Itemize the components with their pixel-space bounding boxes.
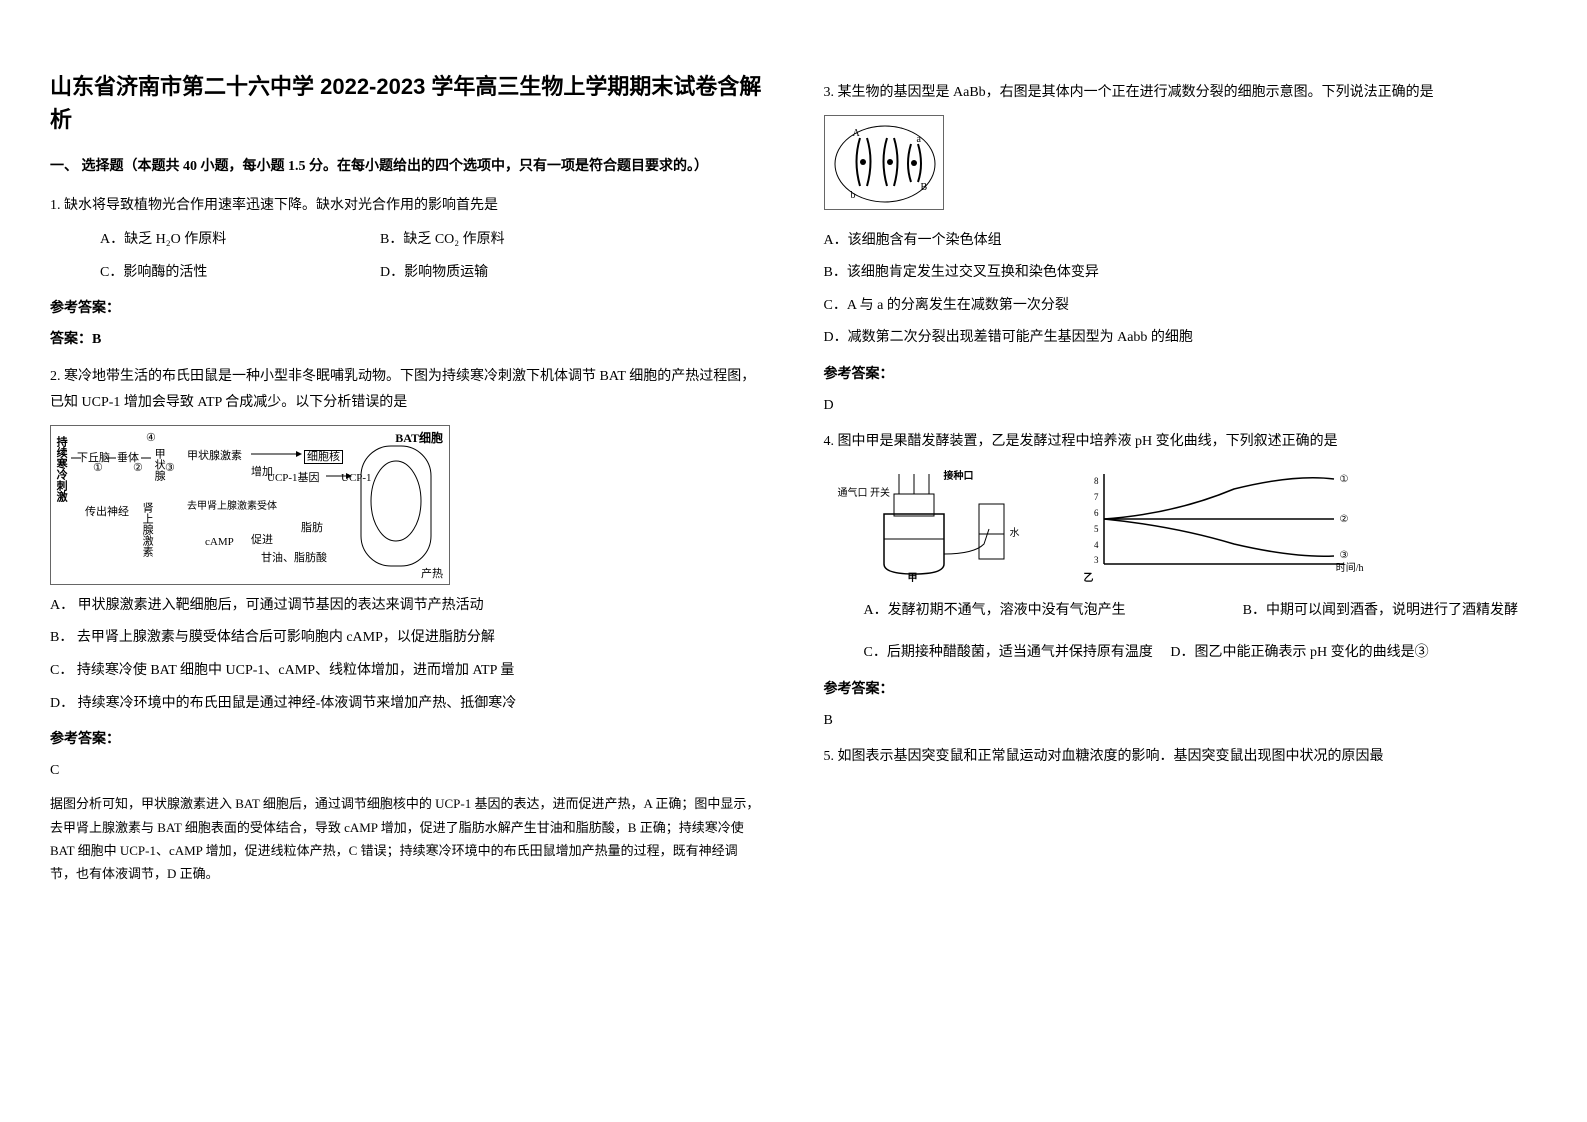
q1-options-row1: A．缺乏 H₂O 作原料 B．缺乏 CO₂ 作原料 [50,227,764,254]
q2-optD: D． 持续寒冷环境中的布氏田鼠是通过神经-体液调节来增加产热、抵御寒冷 [50,691,764,718]
q4-optCD-wrap: C．后期接种醋酸菌，适当通气并保持原有温度 D．图乙中能正确表示 pH 变化的曲… [824,640,1538,667]
q4-optA: A．发酵初期不通气，溶液中没有气泡产生 [864,603,1126,618]
q3-optB: B．该细胞肯定发生过交叉互换和染色体变异 [824,260,1538,287]
svg-text:5: 5 [1094,524,1099,534]
q2-figure: 持续寒冷刺激 下丘脑 ① 垂体 ② 甲状腺 ③ ④ 甲状腺激素 传出神经 肾上腺… [50,425,450,585]
q1-options-row2: C．影响酶的活性 D．影响物质运输 [50,260,764,287]
q1-answer-label: 参考答案： [50,296,764,323]
q4b-n1: ① [1340,470,1349,489]
q3-figure: A a b B [824,115,944,210]
svg-text:8: 8 [1094,476,1099,486]
q4-figure-jia: 通气口 开关 接种口 水 甲 [824,464,1044,584]
svg-text:3: 3 [1094,555,1099,565]
q2-optB: B． 去甲肾上腺激素与膜受体结合后可影响胞内 cAMP，以促进脂肪分解 [50,625,764,652]
q3-options: A．该细胞含有一个染色体组 B．该细胞肯定发生过交叉互换和染色体变异 C．A 与… [824,228,1538,352]
q1-optB: B．缺乏 CO₂ 作原料 [380,227,764,254]
q3-fig-a: a [917,130,921,149]
q3-answer: D [824,393,1538,420]
svg-text:4: 4 [1094,540,1099,550]
svg-text:6: 6 [1094,508,1099,518]
svg-text:7: 7 [1094,492,1099,502]
q4-optB: B．中期可以闻到酒香，说明进行了酒精发酵 [1243,603,1518,618]
left-column: 山东省济南市第二十六中学 2022-2023 学年高三生物上学期期末试卷含解析 … [0,0,794,1122]
q4b-n2: ② [1340,510,1349,529]
q4-options-block: A．发酵初期不通气，溶液中没有气泡产生 B．中期可以闻到酒香，说明进行了酒精发酵… [824,598,1538,667]
q2-fig-svg [51,426,451,586]
q4b-shijian: 时间/h [1336,559,1364,578]
q2-text: 2. 寒冷地带生活的布氏田鼠是一种小型非冬眠哺乳动物。下图为持续寒冷刺激下机体调… [50,364,764,417]
q4-optC: C．后期接种醋酸菌，适当通气并保持原有温度 [864,645,1153,660]
q3-fig-B: B [921,178,928,197]
q4-figure-yi: 8 7 6 5 4 3 ① ② ③ 时间/h 乙 [1074,464,1374,584]
q1-text: 1. 缺水将导致植物光合作用速率迅速下降。缺水对光合作用的影响首先是 [50,193,764,220]
q3-answer-label: 参考答案： [824,362,1538,389]
q2-optC: C． 持续寒冷使 BAT 细胞中 UCP-1、cAMP、线粒体增加，进而增加 A… [50,658,764,685]
q4a-chongqi: 通气口 开关 [838,484,891,503]
q2-answer-label: 参考答案： [50,727,764,754]
document-title: 山东省济南市第二十六中学 2022-2023 学年高三生物上学期期末试卷含解析 [50,70,764,136]
q4-optA-wrap: A．发酵初期不通气，溶液中没有气泡产生 B．中期可以闻到酒香，说明进行了酒精发酵 [824,603,1518,618]
q3-optD: D．减数第二次分裂出现差错可能产生基因型为 Aabb 的细胞 [824,325,1538,352]
q4-figure: 通气口 开关 接种口 水 甲 8 7 6 5 4 3 ① ② ③ 时间/h [824,464,1538,584]
q3-fig-A: A [853,124,860,143]
q4b-svg: 8 7 6 5 4 3 [1074,464,1374,584]
q2-explanation: 据图分析可知，甲状腺激素进入 BAT 细胞后，通过调节细胞核中的 UCP-1 基… [50,792,764,886]
q4a-shui: 水 [1010,524,1020,543]
q3-optA: A．该细胞含有一个染色体组 [824,228,1538,255]
right-column: 3. 某生物的基因型是 AaBb，右图是其体内一个正在进行减数分裂的细胞示意图。… [794,0,1587,1122]
q5-text: 5. 如图表示基因突变鼠和正常鼠运动对血糖浓度的影响．基因突变鼠出现图中状况的原… [824,744,1538,771]
q2-answer: C [50,758,764,785]
q4-answer-label: 参考答案： [824,677,1538,704]
q2-options: A． 甲状腺激素进入靶细胞后，可通过调节基因的表达来调节产热活动 B． 去甲肾上… [50,593,764,717]
q4-optD: D．图乙中能正确表示 pH 变化的曲线是③ [1170,645,1428,660]
q4-text: 4. 图中甲是果醋发酵装置，乙是发酵过程中培养液 pH 变化曲线，下列叙述正确的… [824,429,1538,456]
q1-optC: C．影响酶的活性 [100,260,380,287]
q1-optD: D．影响物质运输 [380,260,764,287]
section-heading: 一、 选择题（本题共 40 小题，每小题 1.5 分。在每小题给出的四个选项中，… [50,154,764,181]
q1-optA: A．缺乏 H₂O 作原料 [100,227,380,254]
q4-answer: B [824,708,1538,735]
q4a-jia: 甲 [908,569,918,588]
q3-text: 3. 某生物的基因型是 AaBb，右图是其体内一个正在进行减数分裂的细胞示意图。… [824,80,1538,107]
q2-optA: A． 甲状腺激素进入靶细胞后，可通过调节基因的表达来调节产热活动 [50,593,764,620]
q3-optC: C．A 与 a 的分离发生在减数第一次分裂 [824,293,1538,320]
q1-answer: 答案：B [50,327,764,354]
q3-fig-b: b [851,186,856,205]
q4a-jiezhong: 接种口 [944,467,974,486]
q4b-yi: 乙 [1084,569,1094,588]
